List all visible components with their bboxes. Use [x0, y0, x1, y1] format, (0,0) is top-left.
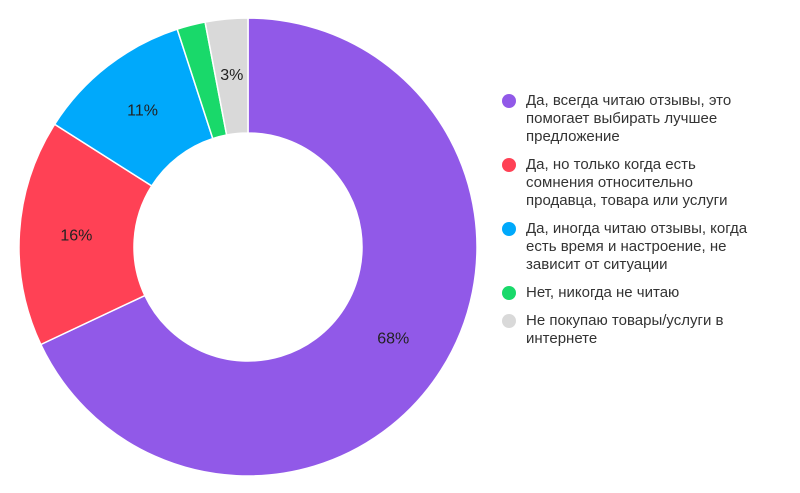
legend-dot [502, 286, 516, 300]
slice-label: 68% [377, 330, 409, 347]
legend-item: Нет, никогда не читаю [502, 284, 762, 302]
slice [18, 123, 153, 346]
legend-item: Да, иногда читаю отзывы, когда есть врем… [502, 220, 762, 274]
legend-label: Да, всегда читаю отзывы, это помогает вы… [526, 92, 732, 145]
slice-label: 3% [220, 67, 243, 84]
donut: 68% 16% 11% 3% [18, 17, 478, 477]
slice-label: 11% [127, 102, 158, 119]
slice [39, 17, 478, 477]
slice [204, 17, 249, 136]
legend-label: Нет, никогда не читаю [526, 284, 680, 301]
legend-item: Да, всегда читаю отзывы, это помогает вы… [502, 92, 762, 146]
legend-dot [502, 222, 516, 236]
legend: Да, всегда читаю отзывы, это помогает вы… [502, 92, 762, 358]
legend-item: Не покупаю товары/услуги в интернете [502, 312, 762, 348]
legend-label: Да, но только когда есть сомнения относи… [526, 156, 728, 209]
slice-label: 16% [60, 227, 92, 244]
legend-dot [502, 158, 516, 172]
legend-item: Да, но только когда есть сомнения относи… [502, 156, 762, 210]
legend-label: Да, иногда читаю отзывы, когда есть врем… [526, 220, 748, 273]
legend-dot [502, 94, 516, 108]
legend-label: Не покупаю товары/услуги в интернете [526, 312, 724, 347]
legend-dot [502, 314, 516, 328]
